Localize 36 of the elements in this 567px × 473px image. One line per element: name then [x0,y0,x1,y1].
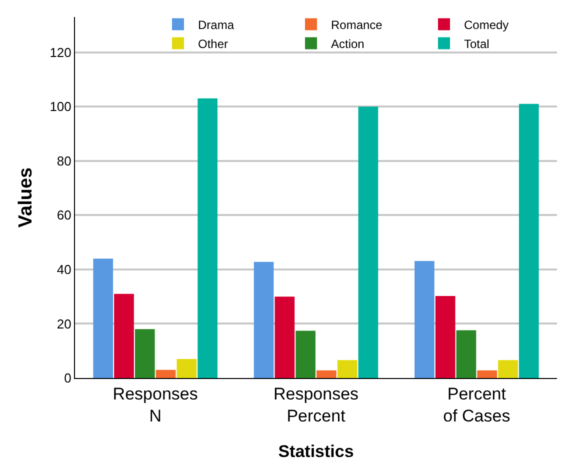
legend-label: Romance [331,18,383,32]
bar [316,370,336,378]
legend-label: Total [464,36,490,51]
bar [198,98,218,378]
x-tick-label: Percent of Cases [443,384,510,426]
bar [274,296,295,378]
bar [93,258,114,378]
bar [254,262,274,378]
bar [518,104,539,378]
legend-label: Drama [198,18,234,32]
y-tick-label: 100 [50,99,72,114]
y-tick-label: 80 [56,153,72,168]
y-tick-label: 20 [56,316,72,332]
legend-label: Action [331,36,364,51]
bar [296,330,316,378]
x-tick-label: Responses N [112,384,198,426]
bar [414,261,434,378]
x-tick-label: Responses Percent [273,384,359,426]
bar [435,296,456,378]
bar [337,360,358,378]
bar [456,330,476,378]
bar [114,294,134,378]
y-tick-label: 0 [64,370,72,386]
bar [477,370,498,378]
bar [134,329,155,378]
y-tick-label: 120 [50,44,72,60]
y-axis-title: Values [16,167,37,228]
bar [156,370,176,378]
y-tick-label: 40 [56,262,72,277]
bar [176,359,197,378]
y-tick-label: 60 [56,208,72,223]
x-axis-title: Statistics [278,442,354,461]
legend-label: Comedy [464,18,509,32]
bar [498,360,518,378]
bar [358,106,378,378]
legend-label: Other [198,36,228,51]
